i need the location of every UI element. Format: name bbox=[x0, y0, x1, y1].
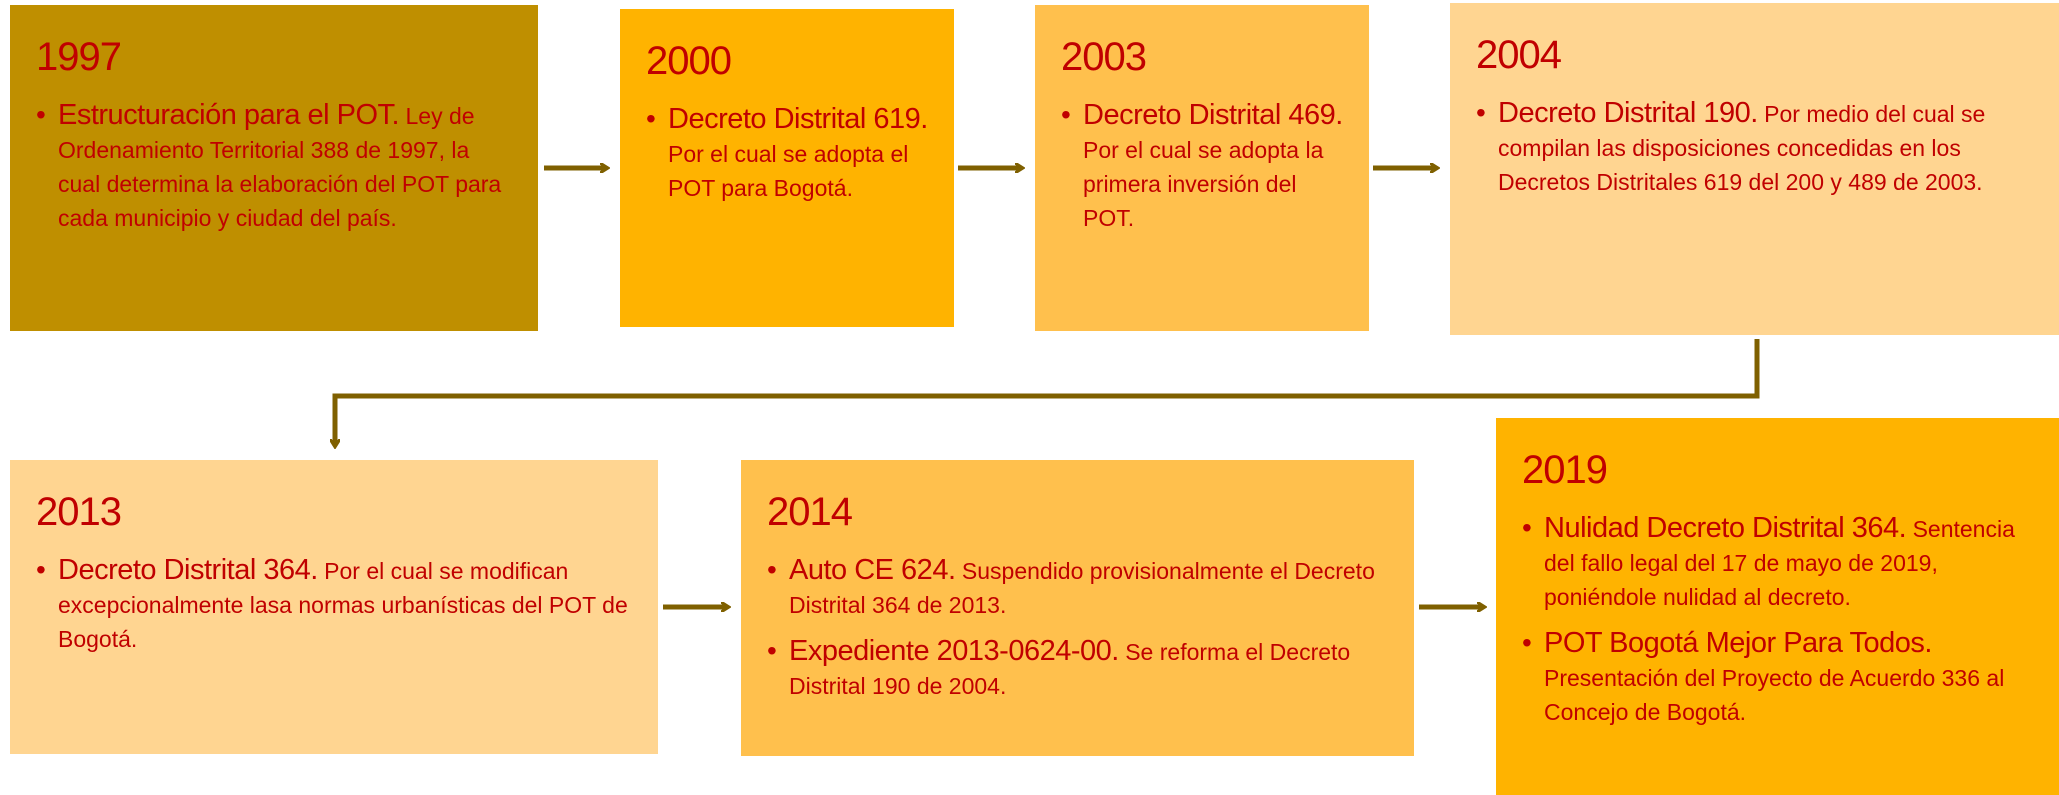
item-lead: Nulidad Decreto Distrital 364. bbox=[1544, 512, 1907, 544]
item-lead: POT Bogotá Mejor Para Todos. bbox=[1544, 627, 1932, 659]
arrow bbox=[335, 339, 1760, 446]
year: 2000 bbox=[646, 39, 732, 83]
timeline-box: 2000 Decreto Distrital 619. Por el cual s… bbox=[620, 9, 954, 327]
bullet-item: Auto CE 624. Suspendido provisionalmente… bbox=[767, 553, 1388, 622]
bullet-item: Estructuración para el POT. Ley de Orden… bbox=[36, 98, 512, 235]
bullet-item: Decreto Distrital 469. Por el cual se ad… bbox=[1061, 98, 1343, 235]
bullet-item: Decreto Distrital 364. Por el cual se mo… bbox=[36, 553, 632, 656]
item-text: Por el cual se adopta el POT para Bogotá… bbox=[668, 141, 909, 201]
item-lead: Expediente 2013-0624-00. bbox=[789, 635, 1119, 667]
bullet-item: Nulidad Decreto Distrital 364. Sentencia… bbox=[1522, 511, 2033, 614]
item-lead: Estructuración para el POT. bbox=[58, 99, 400, 131]
year: 2014 bbox=[767, 490, 853, 534]
timeline-box: 2019 Nulidad Decreto Distrital 364. Sente… bbox=[1496, 418, 2059, 795]
year: 2004 bbox=[1476, 33, 1562, 77]
bullet-item: Decreto Distrital 619. Por el cual se ad… bbox=[646, 102, 928, 205]
year: 2003 bbox=[1061, 35, 1147, 79]
item-lead: Decreto Distrital 190. bbox=[1498, 97, 1758, 129]
bullet-item: Decreto Distrital 190. Por medio del cua… bbox=[1476, 96, 2033, 199]
year: 1997 bbox=[36, 35, 122, 79]
item-text: Sentencia del fallo legal del 17 de mayo… bbox=[1544, 516, 2015, 610]
item-text: Por el cual se adopta la primera inversi… bbox=[1083, 137, 1324, 231]
item-lead: Decreto Distrital 364. bbox=[58, 554, 318, 586]
bullet-item: POT Bogotá Mejor Para Todos. Presentació… bbox=[1522, 626, 2033, 729]
item-lead: Decreto Distrital 469. bbox=[1083, 99, 1343, 131]
item-text: Por el cual se modifican excepcionalment… bbox=[58, 558, 628, 652]
timeline-box: 2004 Decreto Distrital 190. Por medio del… bbox=[1450, 3, 2059, 335]
timeline-box: 2014 Auto CE 624. Suspendido provisionalm… bbox=[741, 460, 1414, 756]
item-text: Se reforma el Decreto Distrital 190 de 2… bbox=[789, 639, 1351, 699]
bullet-item: Expediente 2013-0624-00. Se reforma el D… bbox=[767, 634, 1388, 703]
year: 2019 bbox=[1522, 448, 1608, 492]
item-lead: Auto CE 624. bbox=[789, 554, 956, 586]
item-lead: Decreto Distrital 619. bbox=[668, 103, 928, 135]
item-text: Por medio del cual se compilan las dispo… bbox=[1498, 101, 1986, 195]
timeline-box: 2013 Decreto Distrital 364. Por el cual s… bbox=[10, 460, 658, 754]
item-text: Suspendido provisionalmente el Decreto D… bbox=[789, 558, 1375, 618]
timeline-box: 2003 Decreto Distrital 469. Por el cual s… bbox=[1035, 5, 1369, 331]
item-text: Presentación del Proyecto de Acuerdo 336… bbox=[1544, 665, 2005, 725]
year: 2013 bbox=[36, 490, 122, 534]
item-text: Ley de Ordenamiento Territorial 388 de 1… bbox=[58, 103, 502, 231]
timeline-box: 1997 Estructuración para el POT. Ley de O… bbox=[10, 5, 538, 331]
